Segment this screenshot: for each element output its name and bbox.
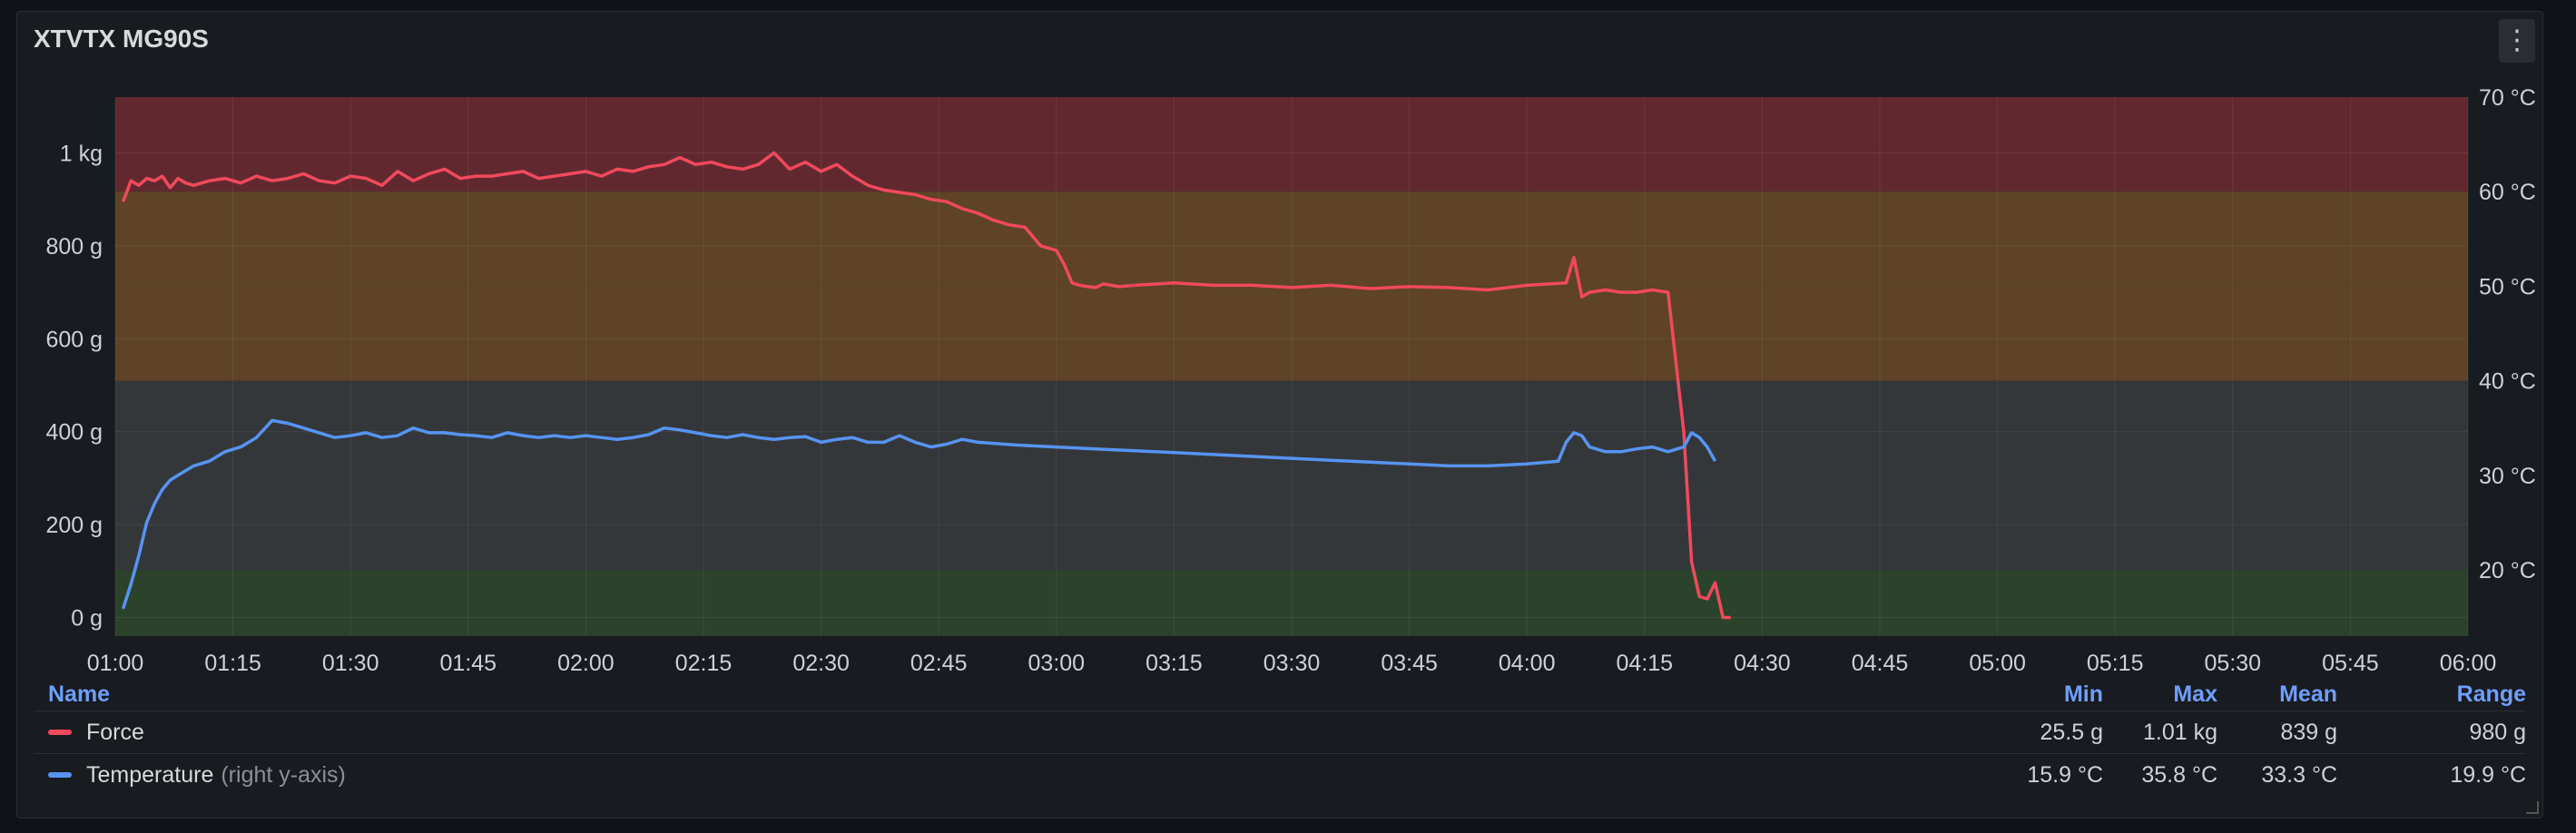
x-axis-tick-label: 03:45 — [1381, 651, 1438, 674]
left-axis-tick-label: 200 g — [45, 513, 103, 538]
panel: XTVTX MG90S ⋮ 0 g 200 g 400 g 600 g 800 g 1 k… — [16, 11, 2543, 818]
threshold-band-gray — [115, 380, 2468, 571]
x-axis-tick-label: 04:45 — [1852, 651, 1909, 674]
legend-table: Name Min Max Mean Range Force 25.5 g 1.0… — [34, 678, 2526, 796]
legend-force-mean: 839 g — [2280, 719, 2337, 745]
x-axis-tick-label: 03:15 — [1145, 651, 1203, 674]
legend-force-min: 25.5 g — [2040, 719, 2103, 745]
resize-handle-icon[interactable] — [2526, 801, 2539, 814]
x-axis-tick-label: 02:15 — [675, 651, 732, 674]
legend-temperature-min: 15.9 °C — [2027, 761, 2103, 788]
x-axis-tick-label: 06:00 — [2440, 651, 2497, 674]
kebab-vertical-icon: ⋮ — [2503, 25, 2531, 55]
legend-header-max[interactable]: Max — [2173, 681, 2217, 707]
right-axis-tick-label: 20 °C — [2479, 558, 2536, 583]
legend-series-name[interactable]: Force — [86, 719, 144, 745]
right-axis-tick-label: 40 °C — [2479, 369, 2536, 395]
x-axis-tick-label: 01:45 — [440, 651, 497, 674]
right-axis-tick-label: 50 °C — [2479, 274, 2536, 299]
legend-row-temperature[interactable]: Temperature (right y-axis) 15.9 °C 35.8 … — [34, 753, 2526, 796]
x-axis-tick-label: 05:30 — [2205, 651, 2262, 674]
x-axis-tick-label: 01:15 — [204, 651, 261, 674]
series-line-temperature[interactable] — [121, 418, 1717, 610]
x-axis: 01:00 01:15 01:30 01:45 02:00 02:15 02:30 02:45… — [87, 651, 2497, 674]
x-axis-tick-label: 01:00 — [87, 651, 144, 674]
legend-axis-note: (right y-axis) — [221, 761, 346, 788]
x-axis-tick-label: 02:45 — [910, 651, 968, 674]
x-axis-tick-label: 04:00 — [1499, 651, 1556, 674]
threshold-band-red — [115, 97, 2468, 192]
series-line-force[interactable] — [121, 151, 1731, 620]
left-axis-tick-label: 0 g — [71, 606, 103, 632]
x-axis-tick-label: 05:45 — [2322, 651, 2379, 674]
legend-header-mean[interactable]: Mean — [2279, 681, 2337, 707]
legend-temperature-range: 19.9 °C — [2450, 761, 2526, 788]
legend-temperature-max: 35.8 °C — [2141, 761, 2217, 788]
right-axis-tick-label: 60 °C — [2479, 180, 2536, 205]
left-axis-tick-label: 400 g — [45, 420, 103, 446]
legend-header-name[interactable]: Name — [48, 681, 111, 707]
threshold-bands — [115, 97, 2468, 636]
legend-force-max: 1.01 kg — [2142, 719, 2217, 745]
legend-temperature-mean: 33.3 °C — [2261, 761, 2337, 788]
threshold-band-green — [115, 570, 2468, 636]
grid-lines — [114, 97, 2469, 636]
x-axis-tick-label: 02:00 — [557, 651, 615, 674]
temperature-swatch — [48, 772, 72, 778]
threshold-band-orange — [115, 286, 2468, 381]
left-y-axis: 0 g 200 g 400 g 600 g 800 g 1 kg — [45, 141, 103, 631]
legend-header-row: Name Min Max Mean Range — [34, 678, 2526, 710]
threshold-band-orange — [115, 191, 2468, 287]
left-axis-tick-label: 600 g — [45, 327, 103, 352]
x-axis-tick-label: 02:30 — [792, 651, 850, 674]
panel-title: XTVTX MG90S — [34, 24, 209, 53]
x-axis-tick-label: 05:00 — [1969, 651, 2026, 674]
panel-menu-button[interactable]: ⋮ — [2499, 19, 2535, 63]
x-axis-tick-label: 03:30 — [1263, 651, 1321, 674]
legend-header-range[interactable]: Range — [2456, 681, 2526, 707]
series-lines — [121, 151, 1731, 620]
legend-series-name[interactable]: Temperature — [86, 761, 214, 788]
force-swatch — [48, 730, 72, 735]
right-axis-tick-label: 70 °C — [2479, 85, 2536, 111]
legend-header-min[interactable]: Min — [2063, 681, 2103, 707]
x-axis-tick-label: 04:15 — [1617, 651, 1674, 674]
time-series-chart[interactable]: 0 g 200 g 400 g 600 g 800 g 1 kg 20 °C 30 °C 40… — [17, 12, 2544, 674]
left-axis-tick-label: 1 kg — [60, 141, 103, 166]
x-axis-tick-label: 01:30 — [322, 651, 379, 674]
right-axis-tick-label: 30 °C — [2479, 464, 2536, 489]
right-y-axis: 20 °C 30 °C 40 °C 50 °C 60 °C 70 °C — [2479, 85, 2536, 583]
x-axis-tick-label: 05:15 — [2087, 651, 2144, 674]
left-axis-tick-label: 800 g — [45, 234, 103, 260]
legend-row-force[interactable]: Force 25.5 g 1.01 kg 839 g 980 g — [34, 710, 2526, 753]
legend-force-range: 980 g — [2469, 719, 2526, 745]
x-axis-tick-label: 03:00 — [1028, 651, 1086, 674]
x-axis-tick-label: 04:30 — [1734, 651, 1791, 674]
